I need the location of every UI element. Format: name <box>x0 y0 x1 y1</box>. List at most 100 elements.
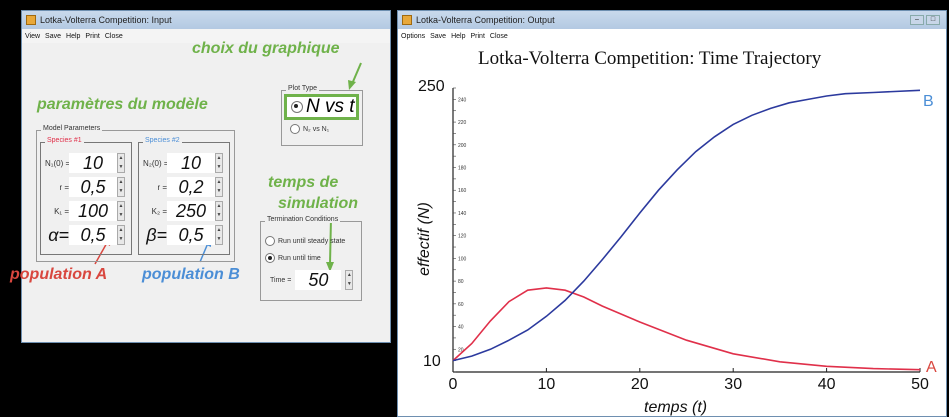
minimize-button[interactable]: – <box>910 15 924 25</box>
n1-initial-stepper[interactable]: ▲ ▼ <box>117 153 125 173</box>
menu-options[interactable]: Options <box>401 32 426 40</box>
y-annot-tick-10: 10 <box>423 353 441 370</box>
beta-label: β= <box>146 225 167 245</box>
output-menubar: Options Save Help Print Close <box>398 29 946 43</box>
x-tick-label: 50 <box>911 376 929 393</box>
time-label: Time = <box>270 276 292 284</box>
radio-run-until-time-label: Run until time <box>278 254 321 262</box>
y-tick-label: 200 <box>458 143 467 149</box>
menu-close[interactable]: Close <box>104 32 123 40</box>
alpha-stepper[interactable]: ▲ ▼ <box>117 225 125 245</box>
y-tick-label: 240 <box>458 97 467 103</box>
k1-input[interactable]: 100 <box>69 201 117 221</box>
radio-run-until-time[interactable] <box>265 253 275 263</box>
maximize-button[interactable]: □ <box>926 15 940 25</box>
param-label: K₂ = <box>151 206 167 216</box>
plot-type-option2-row: N₂ vs N₁ <box>290 124 329 134</box>
term-option1-row: Run until steady state <box>265 236 345 246</box>
radio-steady-state-label: Run until steady state <box>278 237 346 245</box>
beta-input[interactable]: 0,5 <box>167 225 215 245</box>
series-label-b: B <box>923 93 934 110</box>
time-row: Time = 50 ▲ ▼ <box>270 270 354 290</box>
n2-initial-stepper[interactable]: ▲ ▼ <box>215 153 223 173</box>
beta-stepper[interactable]: ▲ ▼ <box>215 225 223 245</box>
r1-stepper[interactable]: ▲ ▼ <box>117 177 125 197</box>
app-icon <box>26 15 36 25</box>
radio-n2-vs-n1-label: N₂ vs N₁ <box>303 125 330 133</box>
menu-print[interactable]: Print <box>470 32 485 40</box>
annotation-choix: choix du graphique <box>192 40 340 57</box>
y-tick-label: 80 <box>458 279 464 285</box>
species1-row-n0: N₁(0) = 10 ▲ ▼ <box>45 153 125 173</box>
termination-label: Termination Conditions <box>265 216 341 223</box>
x-axis-label: temps (t) <box>644 399 708 416</box>
output-window-title: Lotka-Volterra Competition: Output <box>416 15 555 25</box>
radio-steady-state[interactable] <box>265 236 275 246</box>
model-parameters-group: Model Parameters <box>36 125 235 262</box>
y-tick-label: 40 <box>458 325 464 331</box>
alpha-label: α= <box>48 225 69 245</box>
k2-stepper[interactable]: ▲ ▼ <box>215 201 223 221</box>
radio-n2-vs-n1[interactable] <box>290 124 300 134</box>
menu-view[interactable]: View <box>25 32 41 40</box>
chart-title: Lotka-Volterra Competition: Time Traject… <box>478 48 822 69</box>
param-label: N₁(0) = <box>45 158 71 168</box>
model-parameters-label: Model Parameters <box>41 125 103 132</box>
x-tick-label: 40 <box>818 376 836 393</box>
menu-print[interactable]: Print <box>85 32 100 40</box>
y-tick-label: 160 <box>458 188 467 194</box>
plot-type-label: Plot Type <box>286 85 320 92</box>
series-label-a: A <box>926 359 937 376</box>
n1-initial-input[interactable]: 10 <box>69 153 117 173</box>
output-titlebar: Lotka-Volterra Competition: Output – □ <box>398 11 946 29</box>
radio-n-vs-t-label: N vs t <box>306 96 355 117</box>
series-line-a <box>452 287 921 371</box>
x-tick-label: 0 <box>449 376 458 393</box>
radio-n-vs-t[interactable] <box>291 101 303 113</box>
x-tick-label: 20 <box>631 376 649 393</box>
menu-close[interactable]: Close <box>489 32 508 40</box>
species2-row-k: K₂ = 250 ▲ ▼ <box>143 201 223 221</box>
y-tick-label: 180 <box>458 166 467 172</box>
y-tick-label: 20 <box>458 347 464 353</box>
time-stepper[interactable]: ▲ ▼ <box>345 270 354 290</box>
input-menubar: View Save Help Print Close <box>22 29 390 43</box>
y-annot-tick-250: 250 <box>418 78 445 95</box>
species2-row-beta: β= 0,5 ▲ ▼ <box>141 225 223 245</box>
menu-help[interactable]: Help <box>66 32 81 40</box>
species2-group: Species #2 N₂(0) = 10 ▲ ▼ r = 0,2 ▲ ▼ K₂ =… <box>138 137 230 255</box>
y-tick-label: 220 <box>458 120 467 126</box>
species1-label: Species #1 <box>45 137 84 144</box>
y-tick-label: 100 <box>458 256 467 262</box>
r2-stepper[interactable]: ▲ ▼ <box>215 177 223 197</box>
species1-row-r: r = 0,5 ▲ ▼ <box>45 177 125 197</box>
n2-initial-input[interactable]: 10 <box>167 153 215 173</box>
menu-help[interactable]: Help <box>451 32 466 40</box>
alpha-input[interactable]: 0,5 <box>69 225 117 245</box>
r1-input[interactable]: 0,5 <box>69 177 117 197</box>
time-input[interactable]: 50 <box>295 270 342 290</box>
annotation-temps-l2: simulation <box>278 195 359 212</box>
y-tick-label: 60 <box>458 302 464 308</box>
x-tick-label: 10 <box>538 376 556 393</box>
menu-save[interactable]: Save <box>45 32 62 40</box>
k2-input[interactable]: 250 <box>167 201 215 221</box>
species2-row-n0: N₂(0) = 10 ▲ ▼ <box>143 153 223 173</box>
y-axis-label: effectif (N) <box>416 202 433 276</box>
species2-row-r: r = 0,2 ▲ ▼ <box>143 177 223 197</box>
species1-group: Species #1 N₁(0) = 10 ▲ ▼ r = 0,5 ▲ ▼ K₁ =… <box>40 137 132 255</box>
annotation-pop-b: population B <box>142 266 240 283</box>
annotation-pop-a: population A <box>10 266 108 283</box>
plot-type-group: Plot Type <box>281 85 363 146</box>
app-icon <box>402 15 412 25</box>
menu-save[interactable]: Save <box>430 32 447 40</box>
r2-input[interactable]: 0,2 <box>167 177 215 197</box>
k1-stepper[interactable]: ▲ ▼ <box>117 201 125 221</box>
series-line-b <box>452 89 921 362</box>
y-tick-label: 120 <box>458 234 467 240</box>
param-label: r = <box>59 182 69 192</box>
x-tick-label: 30 <box>724 376 742 393</box>
y-tick-label: 140 <box>458 211 467 217</box>
annotation-temps-l1: temps de <box>268 174 339 191</box>
input-window: Lotka-Volterra Competition: Input View S… <box>21 10 391 343</box>
